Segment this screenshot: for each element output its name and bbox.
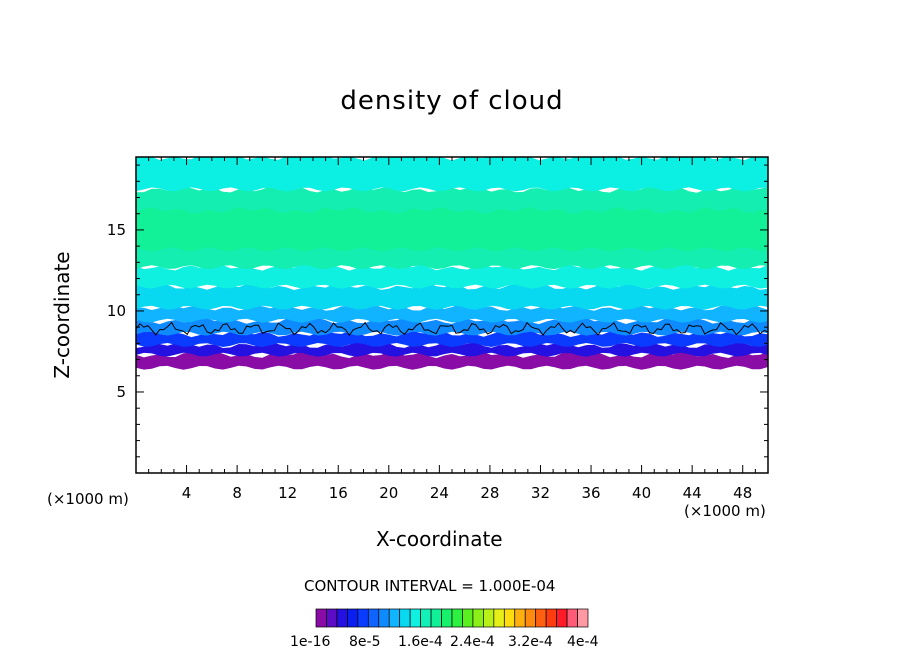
chart-title: density of cloud xyxy=(340,86,564,116)
contour-band-6 xyxy=(136,264,768,289)
colorbar-swatch xyxy=(367,608,380,628)
x-tick-label: 12 xyxy=(278,484,297,502)
colorbar-swatch xyxy=(315,608,327,628)
x-tick-label: 36 xyxy=(581,484,600,502)
colorbar-swatch xyxy=(347,608,359,628)
x-tick-label: 8 xyxy=(232,484,242,502)
colorbar-swatch xyxy=(357,608,369,628)
x-tick-label: 16 xyxy=(329,484,348,502)
colorbar-swatch xyxy=(430,608,442,628)
colorbar-swatch xyxy=(336,608,348,628)
colorbar-swatch xyxy=(472,608,484,628)
colorbar-swatch xyxy=(388,608,401,628)
contour-band-5 xyxy=(136,283,768,310)
colorbar-swatch xyxy=(326,608,338,628)
colorbar-swatch xyxy=(577,608,589,628)
colorbar-swatch xyxy=(535,608,547,628)
colorbar-label: 1e-16 xyxy=(290,634,331,650)
x-unit-label-left: (×1000 m) xyxy=(47,490,129,508)
x-tick-label: 24 xyxy=(430,484,449,502)
x-tick-label: 4 xyxy=(182,484,192,502)
x-tick-label: 20 xyxy=(379,484,398,502)
y-axis-label: Z-coordinate xyxy=(50,251,74,379)
colorbar-swatch xyxy=(493,608,505,628)
colorbar-label: 2.4e-4 xyxy=(450,634,495,650)
colorbar-swatch xyxy=(420,608,432,628)
colorbar-swatch xyxy=(451,608,463,628)
contour-interval-text: CONTOUR INTERVAL = 1.000E-04 xyxy=(304,577,556,595)
contour-band-9 xyxy=(136,157,768,192)
colorbar-swatch xyxy=(566,608,578,628)
colorbar-swatch xyxy=(378,608,390,628)
x-tick-label: 40 xyxy=(632,484,651,502)
x-tick-label: 28 xyxy=(480,484,499,502)
colorbar-swatch xyxy=(399,608,411,628)
contour-band-4 xyxy=(136,304,768,323)
x-unit-label-right: (×1000 m) xyxy=(684,502,766,520)
colorbar-swatch xyxy=(462,608,474,628)
colorbar-swatch xyxy=(556,608,568,628)
y-tick-label: 5 xyxy=(116,383,126,401)
colorbar-swatch xyxy=(483,608,495,628)
colorbar-label: 3.2e-4 xyxy=(508,634,553,650)
colorbar-label: 1.6e-4 xyxy=(398,634,443,650)
colorbar-swatch xyxy=(524,608,537,628)
colorbar-swatch xyxy=(441,608,453,628)
contour-band-0 xyxy=(136,351,768,370)
y-tick-label: 15 xyxy=(107,221,126,239)
y-tick-label: 10 xyxy=(107,302,126,320)
x-tick-label: 48 xyxy=(733,484,752,502)
contour-band-8 xyxy=(136,207,768,252)
colorbar-swatch xyxy=(409,608,421,628)
colorbar-swatch xyxy=(545,608,557,628)
colorbar-swatch xyxy=(514,608,526,628)
colorbar-swatch xyxy=(503,608,516,628)
contour-line xyxy=(136,321,768,337)
x-tick-label: 32 xyxy=(531,484,550,502)
colorbar-label: 8e-5 xyxy=(349,634,381,650)
x-axis-label: X-coordinate xyxy=(376,527,503,551)
x-tick-label: 44 xyxy=(683,484,702,502)
colorbar-label: 4e-4 xyxy=(567,634,599,650)
